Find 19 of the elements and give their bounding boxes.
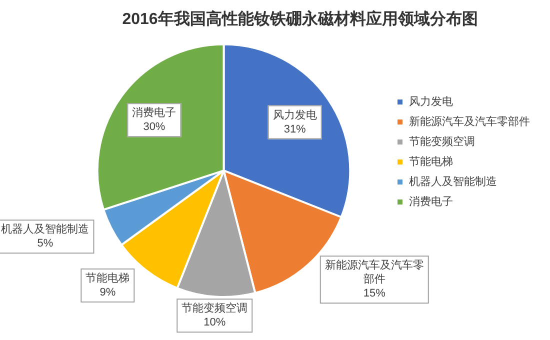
slice-label: 节能电梯 (86, 271, 130, 284)
legend-label: 节能变频空调 (409, 135, 475, 148)
data-label: 30% (143, 121, 166, 134)
data-label: 15% (363, 288, 386, 300)
data-label: 31% (284, 123, 306, 136)
slice-label: 消费电子 (132, 106, 176, 120)
data-label: 9% (100, 286, 116, 298)
data-label: 5% (37, 238, 54, 250)
data-label: 10% (204, 316, 226, 329)
slice-label: 风力发电 (272, 108, 317, 122)
slice-label: 机器人及智能制造 (1, 222, 90, 236)
chart-title: 2016年我国高性能钕铁硼永磁材料应用领域分布图 (122, 9, 478, 28)
legend-label: 节能电梯 (409, 155, 453, 168)
slice-label: 节能变频空调 (182, 302, 248, 315)
slice-label: 新能源汽车及汽车零部件 (324, 258, 424, 286)
legend-label: 机器人及智能制造 (409, 175, 497, 188)
legend-label: 风力发电 (409, 95, 453, 108)
legend-label: 消费电子 (409, 195, 453, 208)
legend-label: 新能源汽车及汽车零部件 (409, 115, 530, 128)
